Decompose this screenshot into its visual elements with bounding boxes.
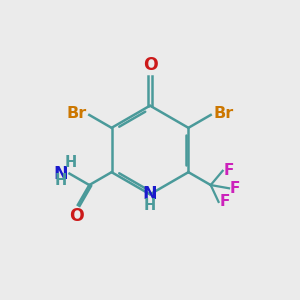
- Text: N: N: [143, 185, 157, 203]
- Text: H: H: [144, 198, 156, 213]
- Text: H: H: [65, 155, 77, 170]
- Text: F: F: [230, 181, 240, 196]
- Text: F: F: [219, 194, 230, 209]
- Text: Br: Br: [214, 106, 234, 121]
- Text: Br: Br: [66, 106, 86, 121]
- Text: O: O: [142, 56, 158, 74]
- Text: N: N: [53, 165, 68, 183]
- Text: O: O: [69, 207, 84, 225]
- Text: H: H: [55, 173, 67, 188]
- Text: F: F: [224, 163, 234, 178]
